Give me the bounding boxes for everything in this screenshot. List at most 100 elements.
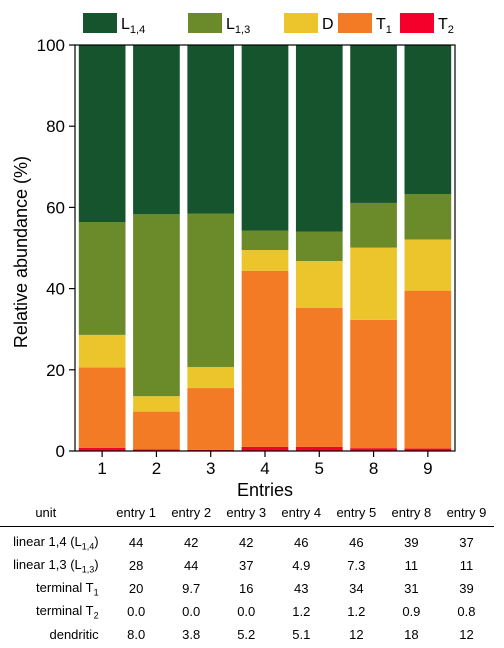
table-cell: 0.0 <box>127 604 146 619</box>
bar-T1-entry-5 <box>295 307 343 447</box>
legend-label-L14: L1,4 <box>121 16 145 36</box>
y-tick-label-0: 0 <box>56 442 65 461</box>
legend-swatch-L14 <box>83 13 117 33</box>
bar-T1-entry-9 <box>404 290 452 449</box>
table-cell: 46 <box>349 535 364 550</box>
table-cell: 20 <box>128 581 144 596</box>
table-header-entry-1: entry 1 <box>108 498 164 527</box>
legend-label-L13: L1,3 <box>226 16 250 36</box>
bar-D-entry-1 <box>78 334 126 368</box>
bar-D-entry-3 <box>187 366 235 389</box>
legend-swatch-D <box>284 13 318 33</box>
y-tick-label-80: 80 <box>46 117 65 136</box>
bar-T2-entry-3 <box>187 449 235 451</box>
bar-T2-entry-1 <box>78 447 126 451</box>
table-row-label: linear 1,4 (L1,4) <box>13 533 99 552</box>
x-tick-label-8: 8 <box>369 459 378 478</box>
table-header-row: unit entry 1 entry 2 entry 3 entry 4 entry 5… <box>0 498 494 527</box>
table-row-label: terminal T1 <box>36 579 99 598</box>
bar-L14-entry-9 <box>404 45 452 194</box>
bar-T2-entry-2 <box>133 449 180 451</box>
table-cell: 46 <box>294 535 309 550</box>
table-cell: 7.3 <box>347 558 366 573</box>
table-body: linear 1,4 (L1,4) 44 42 42 46 46 39 37 linear 1,… <box>0 527 494 647</box>
table-row: terminal T1 20 9.7 16 43 34 31 39 <box>0 577 494 600</box>
table-row: linear 1,4 (L1,4) 44 42 42 46 46 39 37 <box>0 527 494 555</box>
table-cell: 5.2 <box>237 627 256 642</box>
bar-T2-entry-8 <box>350 448 397 451</box>
table-cell: 18 <box>404 627 419 642</box>
bar-T1-entry-3 <box>187 388 235 450</box>
table-cell: 39 <box>459 581 474 596</box>
bar-L14-entry-8 <box>350 45 397 203</box>
table-cell: 12 <box>459 627 474 642</box>
table-cell: 31 <box>404 581 419 596</box>
table-cell: 37 <box>459 535 474 550</box>
y-tick-label-20: 20 <box>46 361 65 380</box>
bar-L13-entry-1 <box>78 222 126 335</box>
legend-label-T1: T1 <box>376 16 392 36</box>
table-cell: 5.1 <box>292 627 311 642</box>
legend-label-T2: T2 <box>438 16 454 36</box>
bar-L13-entry-3 <box>187 213 235 367</box>
y-axis-title: Relative abundance (%) <box>11 156 31 348</box>
bar-L14-entry-2 <box>133 45 180 215</box>
table-header-unit: unit <box>0 498 109 527</box>
table-header-entry-3: entry 3 <box>218 498 274 527</box>
bar-L14-entry-3 <box>187 45 235 214</box>
table-cell: 0.8 <box>457 604 476 619</box>
table-cell: 44 <box>183 558 199 573</box>
table-cell: 43 <box>294 581 309 596</box>
table-cell: 9.7 <box>182 581 201 596</box>
bar-T1-entry-1 <box>78 367 126 448</box>
table-row: linear 1,3 (L1,3) 28 44 37 4.9 7.3 11 11 <box>0 554 494 577</box>
bar-T2-entry-5 <box>295 446 343 451</box>
bar-L13-entry-9 <box>404 194 452 240</box>
bar-D-entry-5 <box>295 260 343 308</box>
x-tick-label-1: 1 <box>97 459 106 478</box>
table-cell: 34 <box>349 581 364 596</box>
bar-D-entry-9 <box>404 239 452 291</box>
table-cell: 42 <box>183 535 199 550</box>
table-cell: 42 <box>239 535 254 550</box>
axes: 0 20 40 60 80 100 1 2 3 4 5 8 9 <box>37 36 456 478</box>
table-row: terminal T2 0.0 0.0 0.0 1.2 1.2 0.9 0.8 <box>0 600 494 623</box>
bar-L13-entry-8 <box>350 202 397 248</box>
x-tick-label-4: 4 <box>260 459 269 478</box>
bars <box>78 45 452 451</box>
bar-D-entry-4 <box>241 250 289 271</box>
table-row: dendritic 8.0 3.8 5.2 5.1 12 18 12 <box>0 623 494 646</box>
x-tick-label-3: 3 <box>206 459 215 478</box>
bar-L13-entry-4 <box>241 230 289 251</box>
legend: L1,4 L1,3 D T1 T2 <box>83 13 454 36</box>
bar-D-entry-2 <box>133 396 180 412</box>
legend-swatch-T2 <box>400 13 434 33</box>
stacked-bar-chart: L1,4 L1,3 D T1 T2 0 20 40 60 80 100 1 2 3 4 5 8 9 Relati… <box>11 13 456 500</box>
x-tick-label-9: 9 <box>423 459 432 478</box>
table-cell: 4.9 <box>292 558 311 573</box>
legend-label-D: D <box>322 16 334 33</box>
table-cell: 3.8 <box>182 627 201 642</box>
table-cell: 44 <box>128 535 144 550</box>
table-row-label: terminal T2 <box>36 602 99 621</box>
table-cell: 1.2 <box>292 604 311 619</box>
table-cell: 11 <box>404 558 419 573</box>
y-tick-label-40: 40 <box>46 280 65 299</box>
bar-D-entry-8 <box>350 247 397 320</box>
table-header-entry-7: entry 9 <box>438 498 494 527</box>
table-cell: 8.0 <box>127 627 146 642</box>
x-tick-label-2: 2 <box>152 459 161 478</box>
table-cell: 0.0 <box>182 604 201 619</box>
y-tick-label-100: 100 <box>37 36 65 55</box>
x-tick-label-5: 5 <box>315 459 324 478</box>
bar-T2-entry-4 <box>241 446 289 451</box>
table-header-entry-2: entry 2 <box>163 498 219 527</box>
table-cell: 0.9 <box>402 604 421 619</box>
x-axis-title: Entries <box>237 480 293 500</box>
table-cell: 0.0 <box>237 604 256 619</box>
table-cell: 11 <box>459 558 474 573</box>
table-cell: 28 <box>128 558 144 573</box>
bar-T1-entry-2 <box>133 411 180 450</box>
y-tick-label-60: 60 <box>46 198 65 217</box>
bar-L14-entry-4 <box>241 45 289 231</box>
